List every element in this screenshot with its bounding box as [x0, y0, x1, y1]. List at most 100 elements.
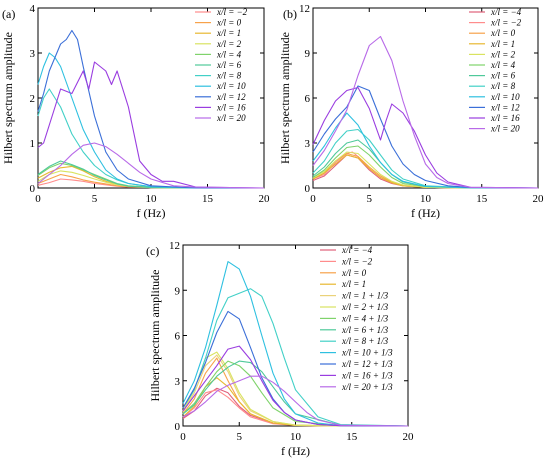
x-tick-label: 5: [367, 193, 373, 205]
y-tick-label: 3: [30, 48, 36, 60]
legend-entry: x/l = 12 + 1/3: [341, 359, 393, 369]
y-tick-label: 3: [175, 376, 181, 388]
legend-entry: x/l = 4: [216, 49, 242, 59]
series-line-10: [37, 61, 265, 189]
legend-entry: x/l = 1 + 1/3: [341, 291, 389, 301]
legend-entry: x/l = 2: [490, 49, 516, 59]
series-line-9: [37, 29, 264, 189]
legend-entry: x/l = 8: [490, 81, 516, 91]
legend-entry: x/l = 0: [216, 18, 242, 28]
y-tick-label: 12: [169, 240, 180, 252]
x-tick-label: 20: [259, 193, 271, 205]
x-tick-label: 10: [420, 193, 432, 205]
series-line-9: [182, 288, 409, 427]
y-tick-label: 0: [30, 183, 36, 195]
x-tick-label: 10: [146, 193, 158, 205]
legend-entry: x/l = 6 + 1/3: [341, 325, 389, 335]
panel-label: (a): [2, 7, 15, 21]
series-line-1: [312, 154, 538, 189]
series-line-9: [312, 112, 539, 189]
series-line-6: [37, 160, 264, 189]
legend-entry: x/l = −4: [341, 245, 373, 255]
legend-entry: x/l = 1: [341, 279, 366, 289]
legend: x/l = −4x/l = −2 x/l = 0x/l = 1 x/l = 1 + …: [320, 245, 393, 392]
series-line-11: [312, 86, 539, 189]
series-line-4: [312, 154, 538, 189]
chart-panel-3: 0 5 10 15 20 0 3 6 9 12 (c) f (Hz) Hilbert spectrum …: [146, 240, 414, 458]
y-tick-label: 0: [305, 183, 311, 195]
x-axis-label: f (Hz): [411, 206, 440, 220]
legend-entry: x/l = 10: [490, 92, 520, 102]
legend-entry: x/l = 4: [490, 60, 516, 70]
x-tick-label: 15: [476, 193, 488, 205]
x-tick-label: 15: [202, 193, 214, 205]
series-line-2: [182, 389, 408, 427]
legend-entry: x/l = 20: [216, 113, 246, 123]
legend-entry: x/l = 1: [216, 28, 241, 38]
legend-entry: x/l = 10 + 1/3: [341, 348, 393, 358]
legend-entry: x/l = 1: [490, 39, 515, 49]
series-line-3: [312, 152, 538, 189]
y-tick-label: 9: [305, 48, 311, 60]
x-tick-label: 5: [92, 193, 98, 205]
panel-label: (c): [146, 244, 159, 258]
legend: x/l = −4x/l = −2x/l = 0x/l = 1x/l = 2x/l…: [469, 7, 522, 134]
legend-entry: x/l = 10: [216, 81, 246, 91]
x-tick-label: 20: [403, 431, 415, 443]
x-tick-label: 0: [310, 193, 316, 205]
series-line-7: [182, 360, 409, 427]
legend-entry: x/l = 8: [216, 71, 242, 81]
y-tick-label: 2: [30, 93, 36, 105]
legend-entry: x/l = −2: [490, 18, 522, 28]
y-tick-label: 12: [299, 3, 310, 15]
x-tick-label: 0: [180, 431, 186, 443]
legend-entry: x/l = 0: [341, 268, 367, 278]
legend-entry: x/l = −4: [490, 7, 522, 17]
series-line-8: [312, 128, 539, 189]
y-tick-label: 3: [305, 138, 311, 150]
legend-entry: x/l = −2: [216, 7, 248, 17]
series-line-5: [312, 151, 538, 189]
chart-panel-2: 0 5 10 15 20 0 3 6 9 12(b) f (Hz) Hilbert spectrum …: [278, 3, 544, 220]
legend-entry: x/l = 2 + 1/3: [341, 302, 389, 312]
y-axis-label: Hilbert spectrum amplitude: [148, 270, 162, 402]
legend-entry: x/l = 16: [490, 113, 520, 123]
panel-label: (b): [283, 7, 297, 21]
y-tick-label: 1: [30, 138, 36, 150]
x-tick-label: 15: [346, 431, 358, 443]
legend-entry: x/l = 20 + 1/3: [341, 382, 393, 392]
y-axis-label: Hilbert spectrum amplitude: [1, 32, 15, 164]
series-line-11: [37, 142, 265, 189]
y-tick-label: 4: [30, 3, 36, 15]
series-line-2: [312, 151, 538, 189]
legend-entry: x/l = 2: [216, 39, 242, 49]
series-line-12: [312, 35, 539, 189]
legend-entry: x/l = 12: [490, 102, 520, 112]
y-axis-label: Hilbert spectrum amplitude: [278, 32, 292, 164]
y-tick-label: 6: [305, 93, 311, 105]
x-tick-label: 10: [290, 431, 302, 443]
y-tick-label: 6: [175, 331, 181, 343]
y-tick-label: 9: [175, 285, 181, 297]
chart-panel-1: 0 5 10 15 20 0 1 2 3 4 (a) f (Hz) Hilbert spectrum a…: [1, 3, 270, 220]
x-axis-label: f (Hz): [281, 444, 310, 458]
x-tick-label: 20: [533, 193, 545, 205]
legend-entry: x/l = 12: [216, 92, 246, 102]
legend-entry: x/l = 0: [490, 28, 516, 38]
legend-entry: x/l = 6: [216, 60, 242, 70]
x-axis-label: f (Hz): [137, 206, 166, 220]
series-line-13: [182, 375, 409, 427]
legend-entry: x/l = 16: [216, 102, 246, 112]
x-tick-label: 0: [35, 193, 41, 205]
legend-entry: x/l = 8 + 1/3: [341, 336, 389, 346]
series-line-8: [37, 52, 264, 189]
series-line-12: [182, 345, 409, 427]
legend-entry: x/l = 16 + 1/3: [341, 370, 393, 380]
x-tick-label: 5: [237, 431, 243, 443]
legend-entry: x/l = 6: [490, 71, 516, 81]
legend-entry: x/l = 4 + 1/3: [341, 313, 389, 323]
legend: x/l = −2x/l = 0x/l = 1x/l = 2x/l = 4x/l …: [195, 7, 248, 123]
legend-entry: x/l = 20: [490, 124, 520, 134]
legend-entry: x/l = −2: [341, 256, 373, 266]
